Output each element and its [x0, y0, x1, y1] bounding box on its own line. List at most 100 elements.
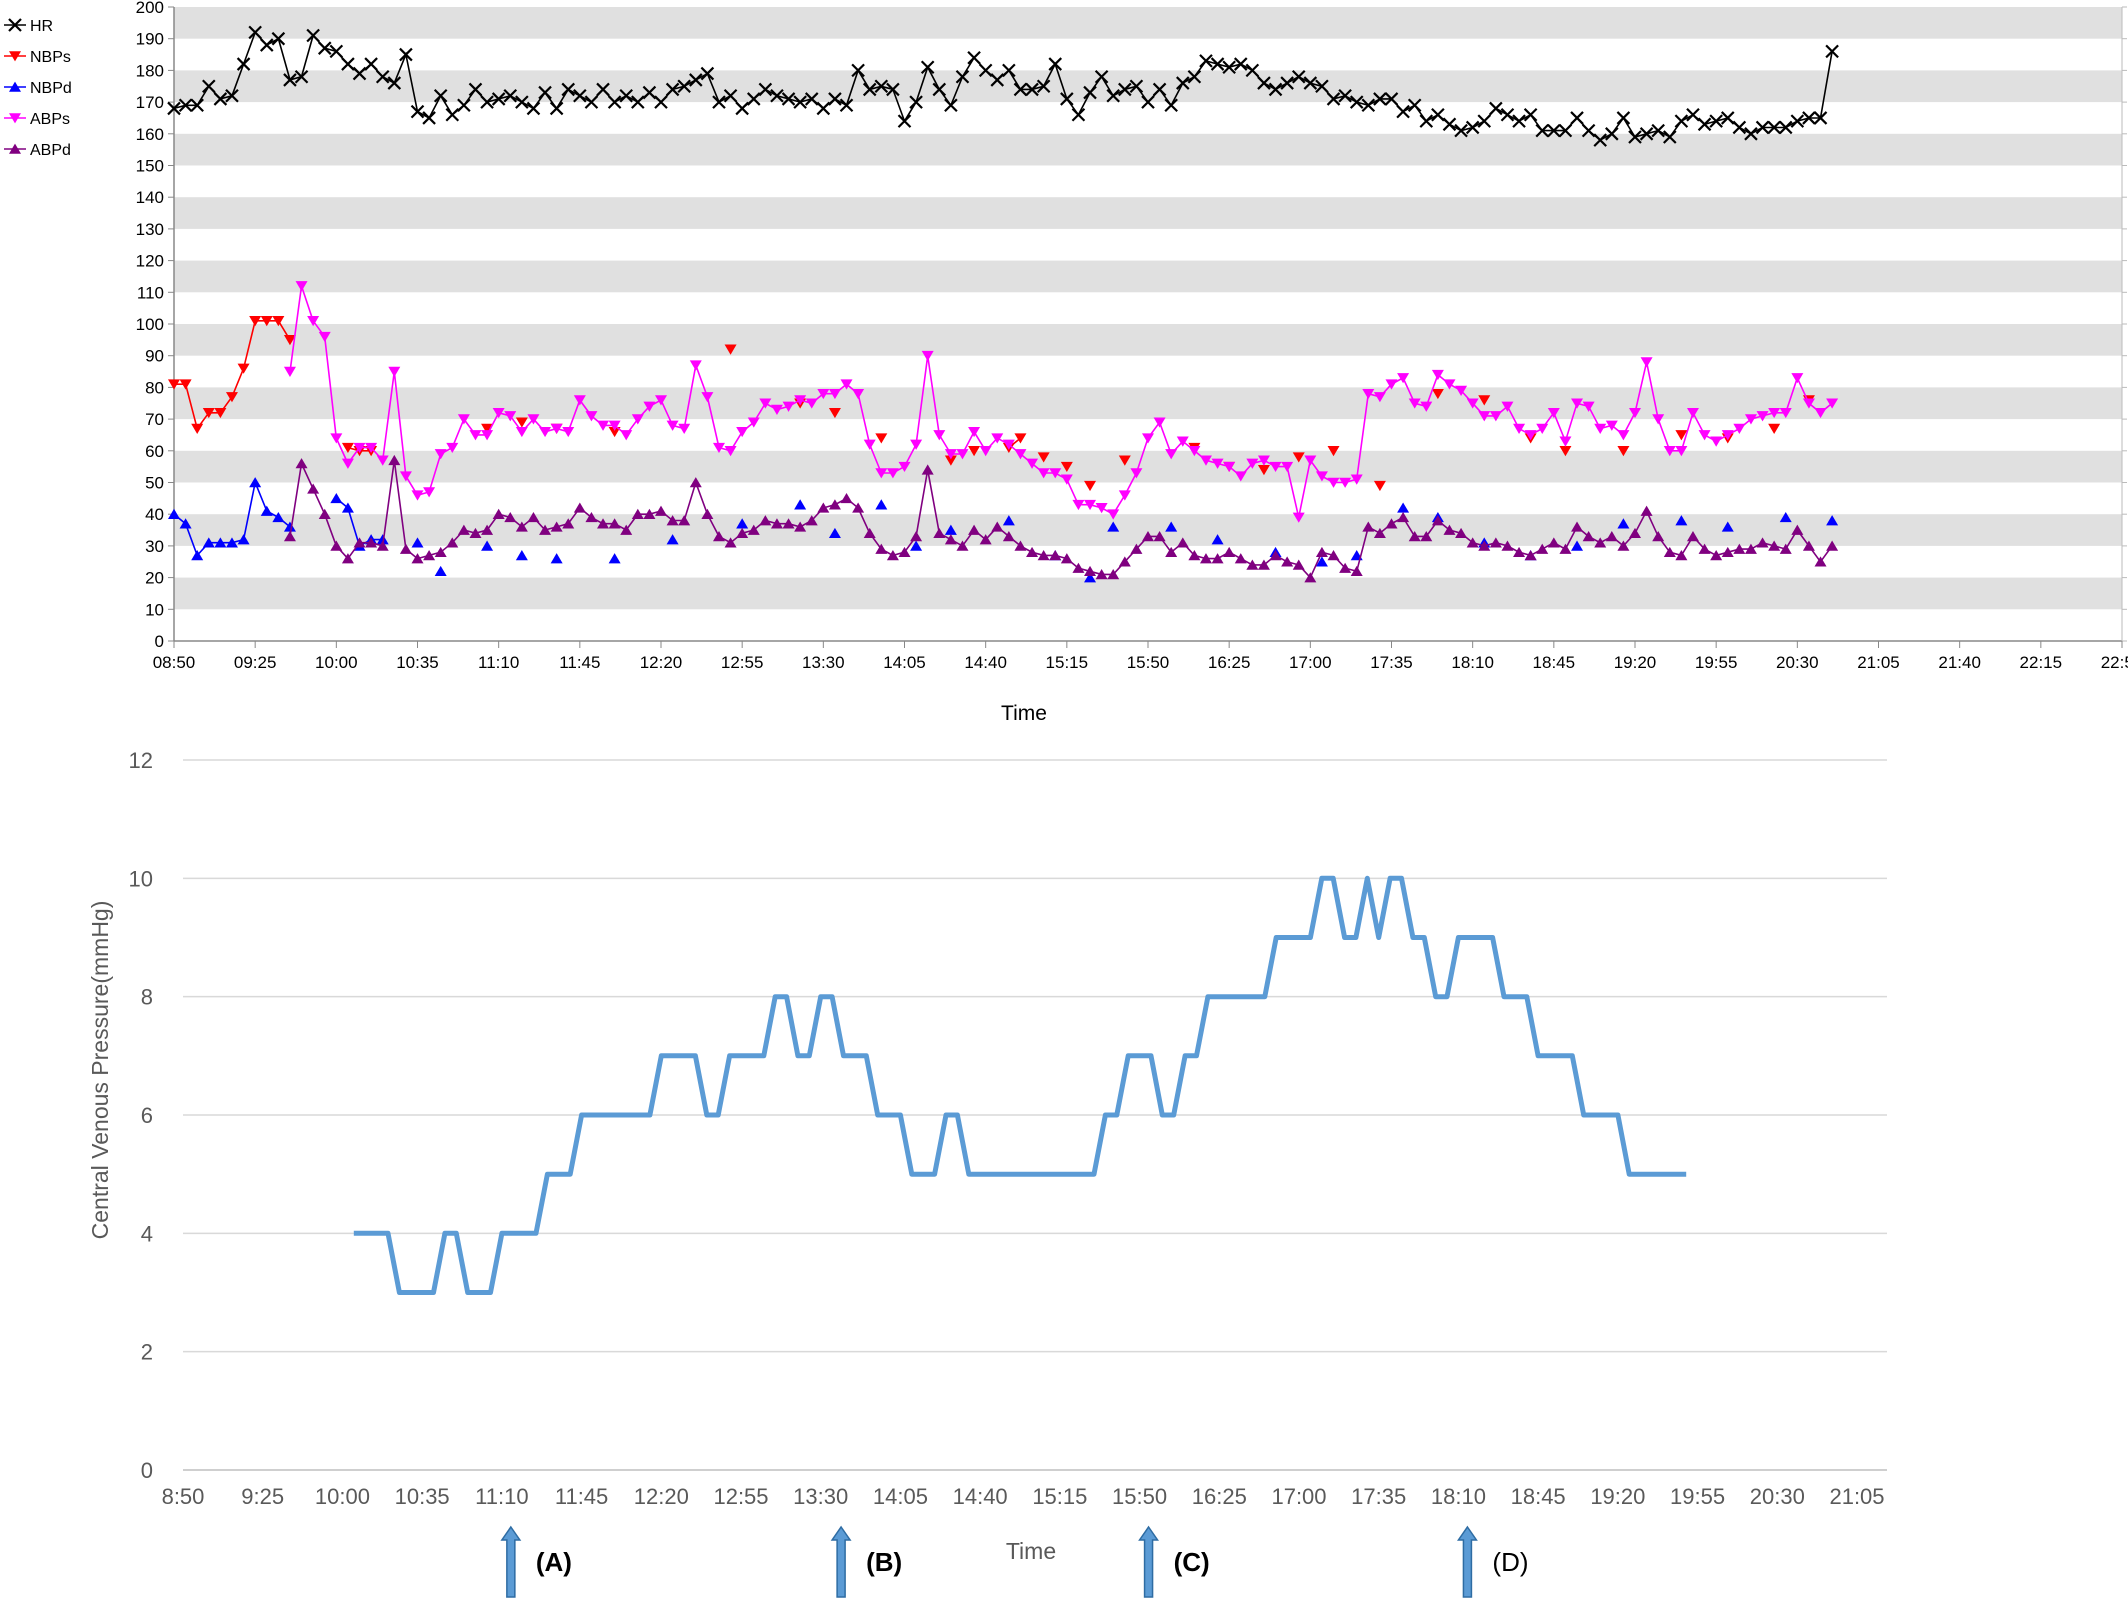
- data-point: [805, 398, 818, 409]
- data-point: [1304, 455, 1317, 466]
- data-point: [423, 487, 436, 498]
- data-point: [446, 442, 459, 454]
- data-point: [1663, 130, 1677, 144]
- data-point: [1014, 540, 1027, 551]
- data-point: [1281, 461, 1294, 473]
- data-point: [770, 88, 784, 103]
- data-point: [596, 82, 610, 97]
- data-point: [411, 537, 424, 548]
- data-point: [956, 540, 969, 551]
- data-point: [1466, 537, 1479, 548]
- data-point: [723, 88, 738, 103]
- data-point: [863, 439, 876, 450]
- data-point: [248, 25, 262, 40]
- x-tick-label: 22:15: [2020, 653, 2063, 672]
- event-label: (C): [1174, 1547, 1210, 1577]
- data-point: [9, 113, 21, 124]
- data-point: [1373, 392, 1386, 403]
- y-tick-label: 70: [145, 410, 164, 429]
- data-point: [1107, 521, 1120, 532]
- x-tick-label: 18:45: [1533, 653, 1576, 672]
- data-point: [283, 335, 296, 346]
- data-point: [433, 88, 448, 103]
- data-point: [1199, 54, 1213, 68]
- data-point: [352, 66, 367, 81]
- bottom-y-axis-label: Central Venous Pressure(mmHg): [87, 901, 113, 1240]
- data-point: [794, 395, 807, 406]
- data-point: [214, 407, 227, 419]
- data-point: [666, 515, 679, 526]
- y-tick-label: 190: [136, 30, 164, 49]
- data-point: [481, 524, 494, 535]
- data-point: [330, 433, 343, 444]
- data-point: [179, 518, 192, 529]
- data-point: [1593, 133, 1607, 147]
- data-point: [1489, 537, 1502, 548]
- data-point: [283, 521, 296, 532]
- data-point: [1361, 98, 1376, 113]
- data-point: [608, 426, 621, 438]
- data-point: [1720, 111, 1735, 125]
- data-point: [1709, 114, 1723, 128]
- data-point: [341, 57, 355, 71]
- data-point: [1014, 433, 1027, 444]
- x-tick-label: 08:50: [153, 653, 196, 672]
- cvp-chart: 0 2 4 6 8 10 12 8:50 9:25 10:00 10:35 11:10 11:45 12…: [87, 748, 1887, 1598]
- data-point: [191, 423, 204, 435]
- data-point: [1744, 127, 1758, 141]
- data-point: [550, 521, 563, 532]
- y-tick-label: 50: [145, 474, 164, 493]
- data-point: [910, 439, 923, 450]
- x-tick-label: 10:35: [395, 1484, 450, 1509]
- data-point: [608, 553, 621, 564]
- data-point: [1686, 407, 1699, 419]
- x-tick-label: 10:00: [315, 1484, 370, 1509]
- data-point: [1292, 452, 1305, 463]
- data-point: [1698, 430, 1711, 441]
- y-tick-label: 10: [145, 600, 164, 619]
- x-tick-label: 19:55: [1695, 653, 1738, 672]
- data-point: [1813, 111, 1828, 125]
- y-tick-label: 4: [141, 1221, 153, 1246]
- data-point: [956, 449, 969, 460]
- data-point: [1094, 69, 1109, 84]
- data-point: [457, 98, 471, 113]
- data-point: [665, 82, 680, 97]
- y-tick-label: 10: [129, 866, 153, 891]
- data-point: [1513, 546, 1526, 558]
- data-point: [179, 379, 192, 390]
- data-point: [376, 455, 389, 466]
- legend-label: NBPs: [30, 49, 71, 66]
- data-point: [527, 511, 540, 523]
- data-point: [1431, 388, 1444, 400]
- data-point: [202, 407, 215, 419]
- event-label: (A): [536, 1547, 572, 1577]
- data-point: [816, 101, 831, 116]
- y-tick-label: 120: [136, 252, 164, 271]
- data-point: [1234, 471, 1247, 482]
- data-point: [1431, 108, 1445, 122]
- up-arrow-icon: [1456, 1525, 1478, 1598]
- data-point: [875, 468, 888, 479]
- data-point: [1732, 120, 1747, 135]
- data-point: [932, 82, 947, 97]
- data-point: [388, 454, 401, 466]
- data-point: [469, 527, 482, 539]
- data-point: [271, 31, 286, 46]
- y-tick-label: 8: [141, 985, 153, 1010]
- data-point: [1315, 471, 1328, 482]
- y-tick-label: 40: [145, 505, 164, 524]
- data-point: [1710, 436, 1723, 447]
- x-tick-label: 20:30: [1776, 653, 1819, 672]
- data-point: [1501, 401, 1514, 412]
- data-point: [515, 521, 528, 532]
- data-point: [1072, 499, 1085, 511]
- data-point: [584, 95, 599, 109]
- data-point: [1478, 411, 1491, 422]
- data-point: [1768, 407, 1781, 419]
- data-point: [399, 47, 413, 62]
- data-point: [1617, 518, 1630, 529]
- data-point: [1176, 76, 1190, 90]
- up-arrow-icon: [830, 1525, 852, 1598]
- data-point: [272, 316, 285, 327]
